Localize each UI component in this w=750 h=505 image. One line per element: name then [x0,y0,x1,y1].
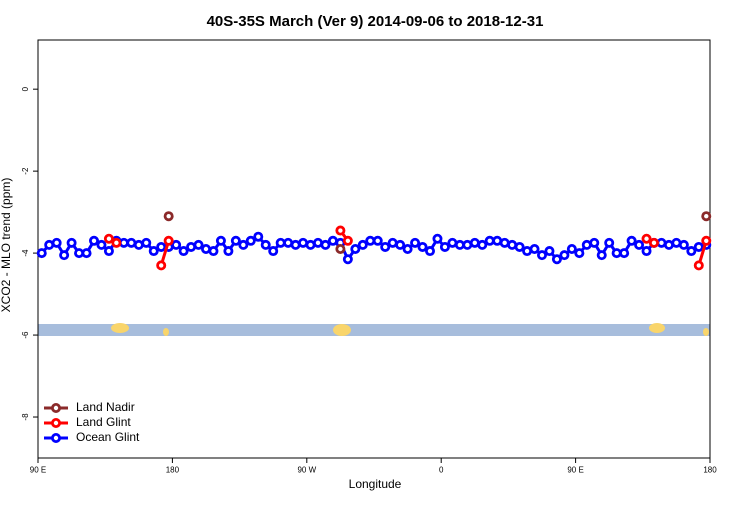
point [238,239,249,250]
point [171,239,182,250]
point [641,246,652,257]
point [178,246,189,257]
point [163,211,174,222]
point [372,235,383,246]
point [357,239,368,250]
point [141,237,152,248]
land-shape [703,328,709,336]
point [566,243,577,254]
y-tick-label: -2 [21,167,30,175]
point [395,239,406,250]
point [342,254,353,265]
point [253,231,264,242]
point [36,248,47,259]
legend-label: Land Nadir [76,400,135,414]
x-tick-label: 90 E [567,466,583,475]
point [156,260,167,271]
point [619,248,630,259]
point [477,239,488,250]
point [678,239,689,250]
point [193,239,204,250]
point [432,233,443,244]
legend-label: Ocean Glint [76,430,140,444]
y-tick-label: -4 [21,249,30,257]
point [424,246,435,257]
point [686,246,697,257]
point [402,243,413,254]
y-tick-label: -8 [21,413,30,421]
point [223,246,234,257]
point [320,239,331,250]
point [260,239,271,250]
point [215,235,226,246]
point [148,246,159,257]
land-shape [649,323,665,333]
point [626,235,637,246]
point [559,250,570,261]
point [551,254,562,265]
point [641,233,652,244]
y-tick-label: -6 [21,331,30,339]
point [51,237,62,248]
point [208,246,219,257]
point [417,241,428,252]
point [89,235,100,246]
point [544,246,555,257]
legend-marker [51,417,62,428]
x-tick-label: 90 W [297,466,316,475]
plot-frame [37,39,711,459]
point [103,246,114,257]
point [410,237,421,248]
x-tick-label: 180 [703,466,717,475]
point [634,239,645,250]
x-tick-label: 180 [166,466,180,475]
point [701,235,712,246]
x-axis-label: Longitude [349,477,402,491]
point [693,260,704,271]
point [596,250,607,261]
point [111,237,122,248]
x-tick-label: 90 E [30,466,46,475]
point [589,237,600,248]
legend-marker [51,432,62,443]
point [81,248,92,259]
point [342,235,353,246]
point [66,237,77,248]
y-axis-label: XCO2 - MLO trend (ppm) [0,178,13,313]
x-tick-label: 0 [439,466,444,475]
point [514,241,525,252]
point [163,235,174,246]
point [245,235,256,246]
point [439,241,450,252]
legend-marker [51,402,62,413]
point [103,233,114,244]
point [701,211,712,222]
point [350,243,361,254]
point [230,235,241,246]
point [335,225,346,236]
ocean-strip [38,324,710,336]
point [574,248,585,259]
point [604,237,615,248]
point [59,250,70,261]
legend-label: Land Glint [76,415,131,429]
point [380,241,391,252]
land-shape [111,323,129,333]
chart-title: 40S-35S March (Ver 9) 2014-09-06 to 2018… [207,13,544,30]
point [268,246,279,257]
y-tick-label: 0 [21,86,30,91]
land-shape [333,324,351,336]
point [335,243,346,254]
land-shape [163,328,169,336]
point [96,239,107,250]
point [649,237,660,248]
map-strip [38,323,710,336]
point [537,250,548,261]
point [529,243,540,254]
